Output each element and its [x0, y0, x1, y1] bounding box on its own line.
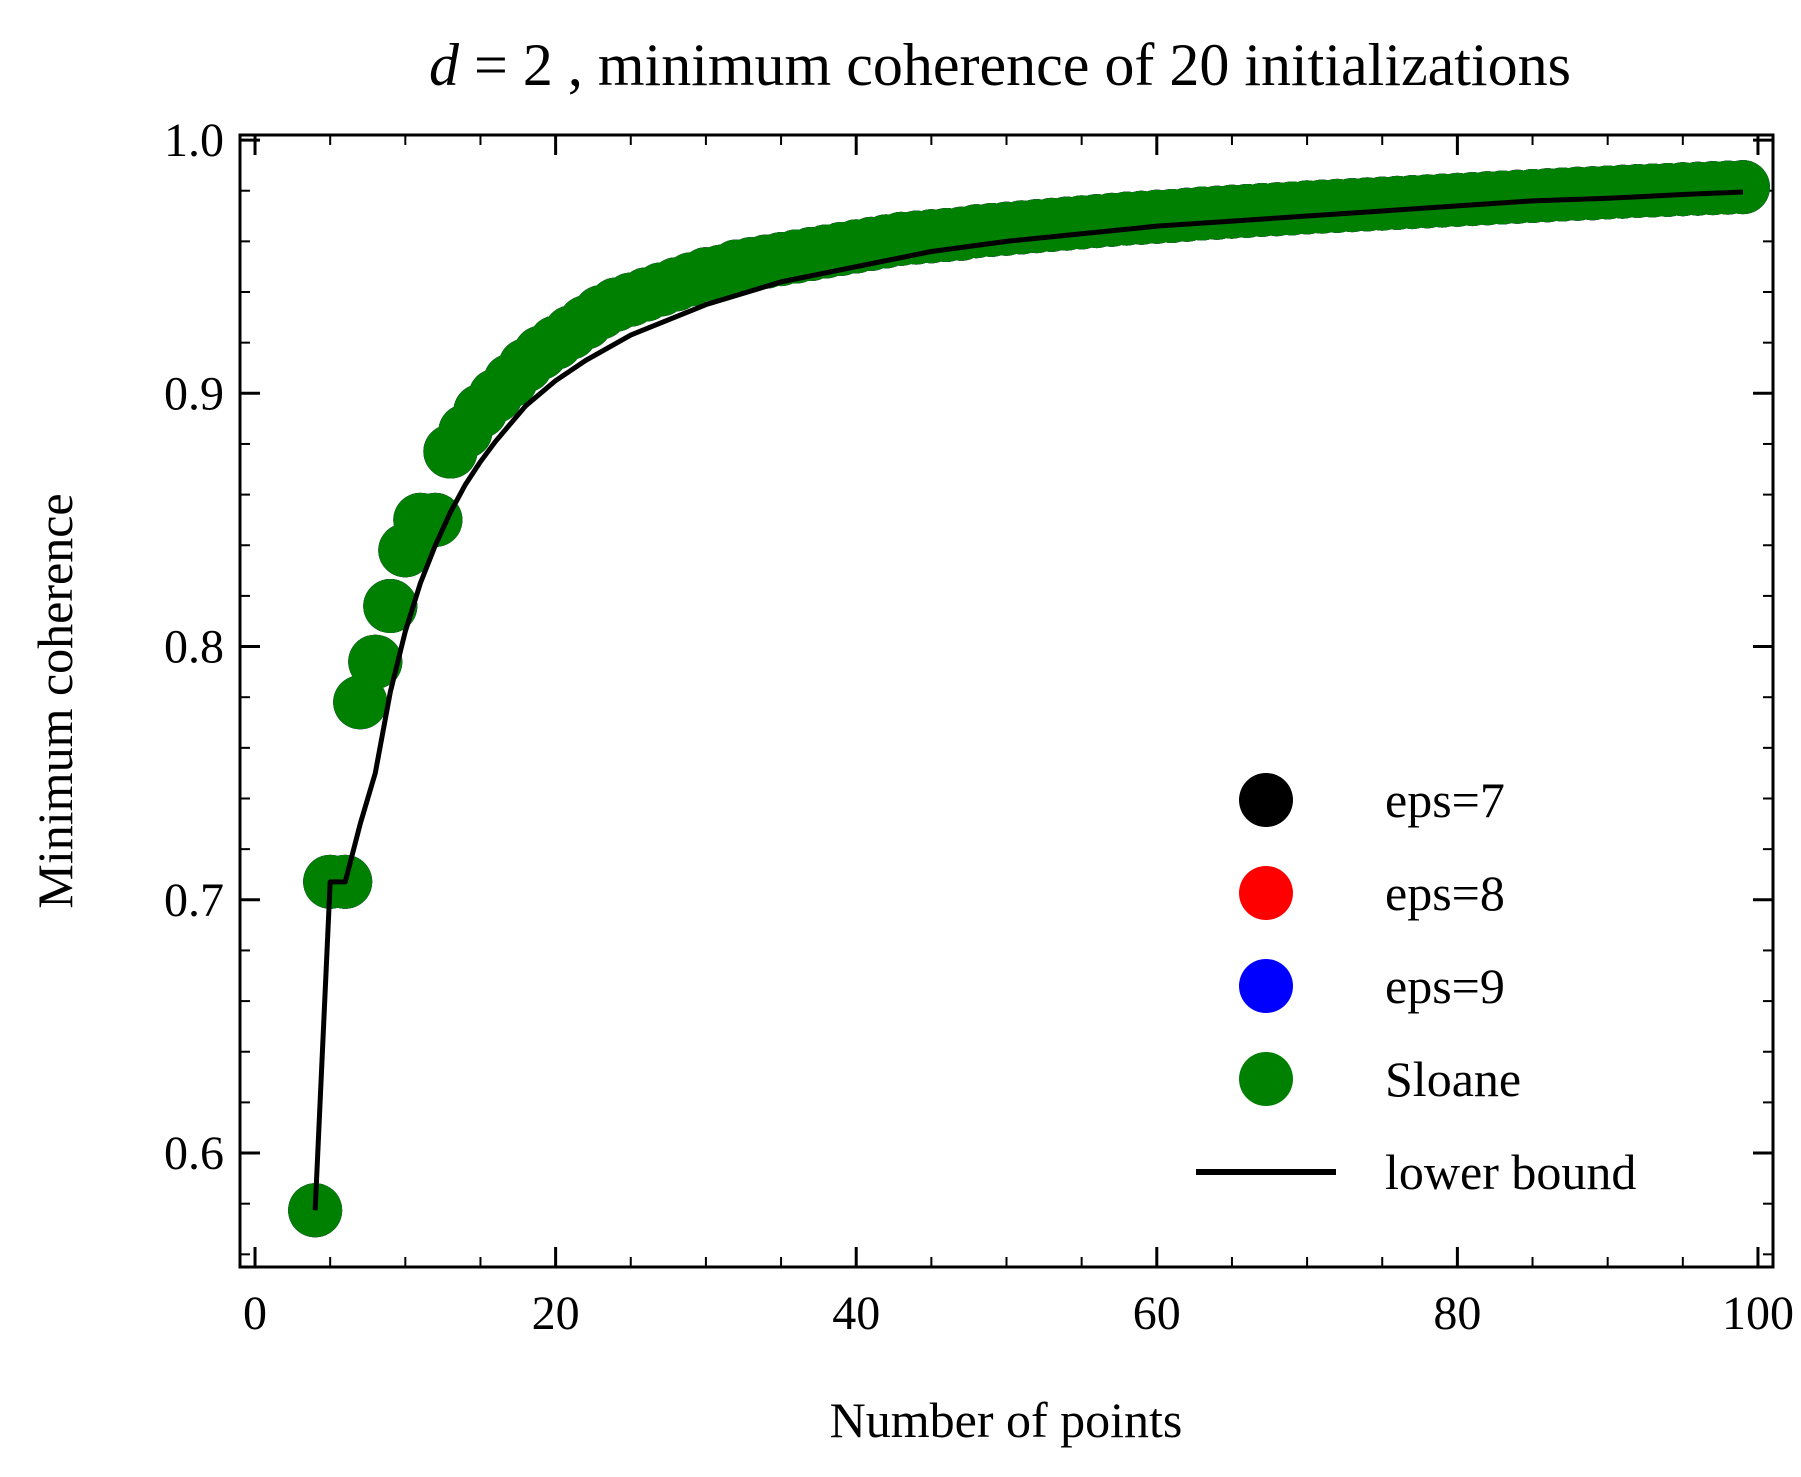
legend-label-eps-9: eps=9 [1385, 958, 1505, 1014]
y-tick-label: 1.0 [164, 114, 224, 167]
series-lower-bound-line [312, 189, 1744, 1211]
y-tick-label: 0.6 [164, 1127, 224, 1180]
x-axis-label: Number of points [830, 1392, 1183, 1448]
x-tick-label: 100 [1722, 1287, 1794, 1340]
data-point [348, 634, 403, 689]
legend-marker-eps-7 [1239, 773, 1293, 827]
legend-marker-eps-8 [1239, 866, 1293, 920]
y-tick-label: 0.9 [164, 367, 224, 420]
x-tick-label: 80 [1433, 1287, 1481, 1340]
x-tick-label: 20 [532, 1287, 580, 1340]
data-point [333, 675, 388, 730]
y-tick-label: 0.7 [164, 874, 224, 927]
chart-title: d = 2 , minimum coherence of 20 initiali… [429, 32, 1571, 98]
chart-title-variable: d [429, 32, 460, 98]
legend-label-lower-bound: lower bound [1385, 1144, 1636, 1200]
y-tick-label: 0.8 [164, 621, 224, 674]
legend-label-eps-8: eps=8 [1385, 865, 1505, 921]
chart-title-text: , minimum coherence of 20 initialization… [568, 32, 1571, 98]
data-point [1715, 160, 1770, 215]
chart-title-equation: = 2 [474, 32, 553, 98]
data-point [408, 492, 463, 547]
legend: eps=7 eps=8 eps=9 Sloane lower bound [1196, 772, 1636, 1200]
data-point [363, 579, 418, 634]
series-sloane [288, 160, 1770, 1238]
x-axis: 0 20 40 60 80 100 [243, 135, 1794, 1340]
legend-marker-eps-9 [1239, 959, 1293, 1013]
series-eps-8 [288, 160, 1770, 1238]
legend-label-sloane: Sloane [1385, 1051, 1521, 1107]
y-axis-label: Minimum coherence [27, 493, 83, 908]
legend-marker-sloane [1239, 1052, 1293, 1106]
y-axis: 0.6 0.7 0.8 0.9 1.0 [164, 114, 1773, 1256]
x-tick-label: 0 [243, 1287, 267, 1340]
plot-frame [238, 133, 1775, 1269]
series-eps-9 [288, 160, 1770, 1238]
data-point [288, 1183, 343, 1238]
plot-area [288, 160, 1770, 1238]
series-eps-7 [288, 160, 1770, 1238]
x-tick-label: 40 [832, 1287, 880, 1340]
legend-label-eps-7: eps=7 [1385, 772, 1505, 828]
x-tick-label: 60 [1133, 1287, 1181, 1340]
